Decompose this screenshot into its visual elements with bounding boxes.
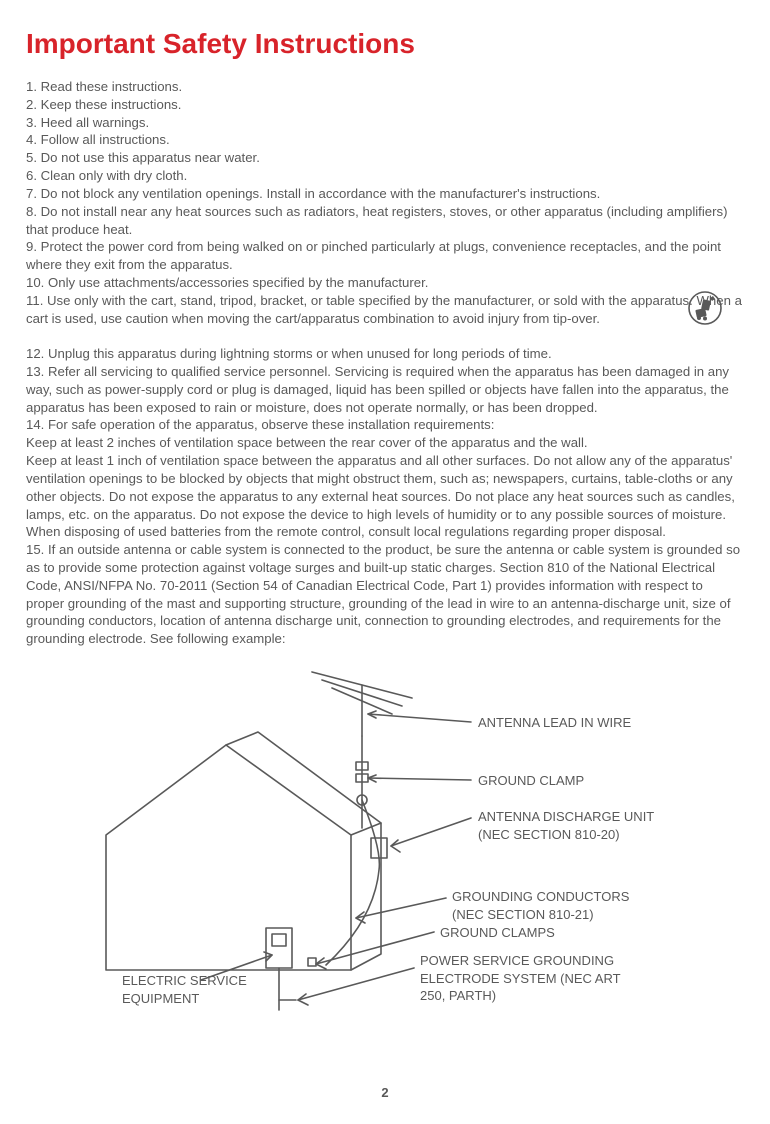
instruction-line: 15. If an outside antenna or cable syste… <box>26 541 744 648</box>
instruction-line: 11. Use only with the cart, stand, tripo… <box>26 292 744 328</box>
instruction-line: 2. Keep these instructions. <box>26 96 744 114</box>
safety-instructions-body: 1. Read these instructions.2. Keep these… <box>26 78 744 648</box>
instruction-line: Keep at least 1 inch of ventilation spac… <box>26 452 744 541</box>
label-antenna-discharge: ANTENNA DISCHARGE UNIT (NEC SECTION 810-… <box>478 808 654 843</box>
instruction-line: 1. Read these instructions. <box>26 78 744 96</box>
antenna-grounding-diagram: ANTENNA LEAD IN WIRE GROUND CLAMP ANTENN… <box>26 670 744 1050</box>
page-number: 2 <box>0 1085 770 1100</box>
label-antenna-lead: ANTENNA LEAD IN WIRE <box>478 714 631 732</box>
instruction-line: 7. Do not block any ventilation openings… <box>26 185 744 203</box>
instruction-line: 10. Only use attachments/accessories spe… <box>26 274 744 292</box>
label-ground-clamps: GROUND CLAMPS <box>440 924 555 942</box>
label-grounding-conductors: GROUNDING CONDUCTORS (NEC SECTION 810-21… <box>452 888 629 923</box>
instruction-line: 12. Unplug this apparatus during lightni… <box>26 345 744 363</box>
instruction-line: Keep at least 2 inches of ventilation sp… <box>26 434 744 452</box>
label-ground-clamp: GROUND CLAMP <box>478 772 584 790</box>
instruction-line: 13. Refer all servicing to qualified ser… <box>26 363 744 416</box>
instruction-line: 5. Do not use this apparatus near water. <box>26 149 744 167</box>
instruction-line: 8. Do not install near any heat sources … <box>26 203 744 239</box>
label-power-service: POWER SERVICE GROUNDING ELECTRODE SYSTEM… <box>420 952 621 1005</box>
instruction-line <box>26 327 744 345</box>
instruction-line: 9. Protect the power cord from being wal… <box>26 238 744 274</box>
instruction-line: 4. Follow all instructions. <box>26 131 744 149</box>
tipover-warning-icon <box>688 291 722 330</box>
instruction-line: 14. For safe operation of the apparatus,… <box>26 416 744 434</box>
page-title: Important Safety Instructions <box>26 28 744 60</box>
instruction-line: 6. Clean only with dry cloth. <box>26 167 744 185</box>
instruction-line: 3. Heed all warnings. <box>26 114 744 132</box>
label-electric-service: ELECTRIC SERVICE EQUIPMENT <box>122 972 247 1007</box>
